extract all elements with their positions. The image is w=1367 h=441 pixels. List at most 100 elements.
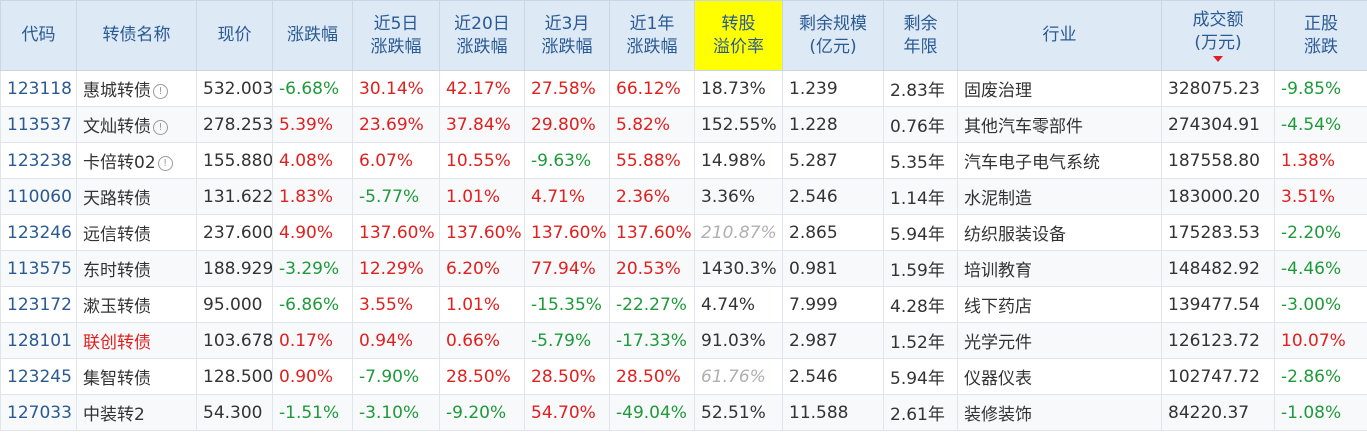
- table-row[interactable]: 113575 东时转债 188.929 -3.29% 12.29% 6.20% 77.94%…: [0, 250, 1367, 287]
- remaining-scale-value: 1.239: [789, 78, 838, 99]
- sort-desc-icon[interactable]: [1213, 56, 1223, 62]
- industry-value: 光学元件: [964, 333, 1032, 353]
- info-icon[interactable]: !: [157, 156, 173, 171]
- col-header-change-3m[interactable]: 近3月 涨跌幅: [524, 0, 610, 71]
- cell-turnover: 126123.72: [1161, 322, 1275, 359]
- change-1y-value: 137.60%: [616, 222, 692, 243]
- cell-change-3m: 77.94%: [524, 250, 610, 287]
- cell-bond-name[interactable]: 联创转债: [76, 322, 197, 359]
- col-header-change-1y[interactable]: 近1年 涨跌幅: [609, 0, 695, 71]
- cell-conversion-premium: 61.76%: [694, 358, 783, 395]
- stock-change-value: -2.86%: [1281, 366, 1342, 387]
- col-header-price[interactable]: 现价: [196, 0, 273, 71]
- table-row[interactable]: 128101 联创转债 103.678 0.17% 0.94% 0.66% -5.79% -1…: [0, 322, 1367, 359]
- header-row: 代码 转债名称 现价 涨跌幅 近5日 涨跌幅 近20日 涨跌幅 近3月 涨跌幅 近1年…: [0, 0, 1367, 71]
- stock-change-value: -2.20%: [1281, 222, 1342, 243]
- cell-bond-code[interactable]: 113575: [0, 250, 77, 287]
- cell-bond-code[interactable]: 123172: [0, 286, 77, 323]
- cell-bond-name[interactable]: 东时转债: [76, 250, 197, 287]
- change-value: 4.08%: [279, 150, 334, 171]
- change-3m-value: -15.35%: [531, 294, 602, 315]
- cell-remaining-years: 2.83年: [883, 70, 958, 107]
- remaining-years-value: 1.59年: [890, 261, 945, 281]
- col-header-code[interactable]: 代码: [0, 0, 77, 71]
- cell-change-20d: 37.84%: [439, 106, 525, 143]
- table-row[interactable]: 113537 文灿转债! 278.253 5.39% 23.69% 37.84% 29.80…: [0, 106, 1367, 143]
- turnover-value: 183000.20: [1168, 186, 1260, 207]
- change-value: 0.17%: [279, 330, 334, 351]
- cell-bond-code[interactable]: 127033: [0, 394, 77, 431]
- industry-value: 仪器仪表: [964, 369, 1032, 389]
- cell-price: 188.929: [196, 250, 273, 287]
- cell-bond-name[interactable]: 惠城转债!: [76, 70, 197, 107]
- col-header-conversion-premium[interactable]: 转股 溢价率: [694, 0, 783, 71]
- table-row[interactable]: 123238 卡倍转02! 155.880 4.08% 6.07% 10.55% -9.63…: [0, 142, 1367, 179]
- col-header-remaining-years[interactable]: 剩余 年限: [883, 0, 958, 71]
- turnover-value: 102747.72: [1168, 366, 1260, 387]
- cell-change-5d: 6.07%: [352, 142, 440, 179]
- remaining-years-value: 0.76年: [890, 117, 945, 137]
- change-20d-value: 137.60%: [446, 222, 522, 243]
- col-header-remaining-scale[interactable]: 剩余规模 (亿元): [782, 0, 884, 71]
- cell-change-5d: 30.14%: [352, 70, 440, 107]
- cell-remaining-years: 0.76年: [883, 106, 958, 143]
- cell-bond-code[interactable]: 123118: [0, 70, 77, 107]
- bond-name-value: 联创转债: [83, 333, 151, 353]
- bond-code-value: 123245: [7, 366, 72, 387]
- cell-bond-name[interactable]: 远信转债: [76, 214, 197, 251]
- change-3m-value: 77.94%: [531, 258, 596, 279]
- cell-bond-code[interactable]: 123238: [0, 142, 77, 179]
- price-value: 103.678: [203, 330, 273, 351]
- price-value: 95.000: [203, 294, 263, 315]
- cell-bond-code[interactable]: 113537: [0, 106, 77, 143]
- col-header-name[interactable]: 转债名称: [76, 0, 197, 71]
- cell-bond-name[interactable]: 集智转债: [76, 358, 197, 395]
- remaining-scale-value: 2.546: [789, 186, 838, 207]
- convertible-bond-table: 代码 转债名称 现价 涨跌幅 近5日 涨跌幅 近20日 涨跌幅 近3月 涨跌幅 近1年…: [0, 0, 1367, 431]
- remaining-scale-value: 1.228: [789, 114, 838, 135]
- conversion-premium-value: 1430.3%: [701, 258, 777, 279]
- table-row[interactable]: 123245 集智转债 128.500 0.90% -7.90% 28.50% 28.50%…: [0, 358, 1367, 395]
- cell-bond-name[interactable]: 漱玉转债: [76, 286, 197, 323]
- col-header-industry[interactable]: 行业: [957, 0, 1162, 71]
- change-3m-value: 54.70%: [531, 402, 596, 423]
- cell-bond-code[interactable]: 123245: [0, 358, 77, 395]
- change-value: -3.29%: [279, 258, 340, 279]
- bond-code-value: 113537: [7, 114, 72, 135]
- col-header-change[interactable]: 涨跌幅: [272, 0, 353, 71]
- table-row[interactable]: 123246 远信转债 237.600 4.90% 137.60% 137.60% 137.…: [0, 214, 1367, 251]
- stock-change-value: 1.38%: [1281, 150, 1336, 171]
- remaining-years-value: 5.94年: [890, 225, 945, 245]
- cell-change: 1.83%: [272, 178, 353, 215]
- cell-change-1y: 66.12%: [609, 70, 695, 107]
- col-header-stock-change[interactable]: 正股 涨跌: [1274, 0, 1367, 71]
- cell-industry: 汽车电子电气系统: [957, 142, 1162, 179]
- change-1y-value: -22.27%: [616, 294, 687, 315]
- remaining-scale-value: 2.865: [789, 222, 838, 243]
- cell-change-3m: 137.60%: [524, 214, 610, 251]
- col-header-turnover[interactable]: 成交额 (万元): [1161, 0, 1275, 71]
- cell-bond-code[interactable]: 110060: [0, 178, 77, 215]
- bond-code-value: 123118: [7, 78, 72, 99]
- bond-code-value: 127033: [7, 402, 72, 423]
- cell-bond-name[interactable]: 文灿转债!: [76, 106, 197, 143]
- cell-change: 0.17%: [272, 322, 353, 359]
- cell-remaining-scale: 2.546: [782, 178, 884, 215]
- cell-remaining-years: 4.28年: [883, 286, 958, 323]
- info-icon[interactable]: !: [153, 120, 168, 135]
- cell-change-3m: -15.35%: [524, 286, 610, 323]
- cell-bond-name[interactable]: 中装转2: [76, 394, 197, 431]
- col-header-change-20d[interactable]: 近20日 涨跌幅: [439, 0, 525, 71]
- col-header-change-5d[interactable]: 近5日 涨跌幅: [352, 0, 440, 71]
- table-row[interactable]: 123172 漱玉转债 95.000 -6.86% 3.55% 1.01% -15.35% -…: [0, 286, 1367, 323]
- table-row[interactable]: 110060 天路转债 131.622 1.83% -5.77% 1.01% 4.71% 2.…: [0, 178, 1367, 215]
- cell-bond-name[interactable]: 卡倍转02!: [76, 142, 197, 179]
- table-row[interactable]: 123118 惠城转债! 532.003 -6.68% 30.14% 42.17% 27.5…: [0, 70, 1367, 107]
- cell-bond-code[interactable]: 123246: [0, 214, 77, 251]
- cell-bond-code[interactable]: 128101: [0, 322, 77, 359]
- info-icon[interactable]: !: [153, 84, 168, 99]
- cell-change-3m: 54.70%: [524, 394, 610, 431]
- change-value: -6.86%: [279, 294, 340, 315]
- cell-bond-name[interactable]: 天路转债: [76, 178, 197, 215]
- table-row[interactable]: 127033 中装转2 54.300 -1.51% -3.10% -9.20% 54.70%…: [0, 394, 1367, 431]
